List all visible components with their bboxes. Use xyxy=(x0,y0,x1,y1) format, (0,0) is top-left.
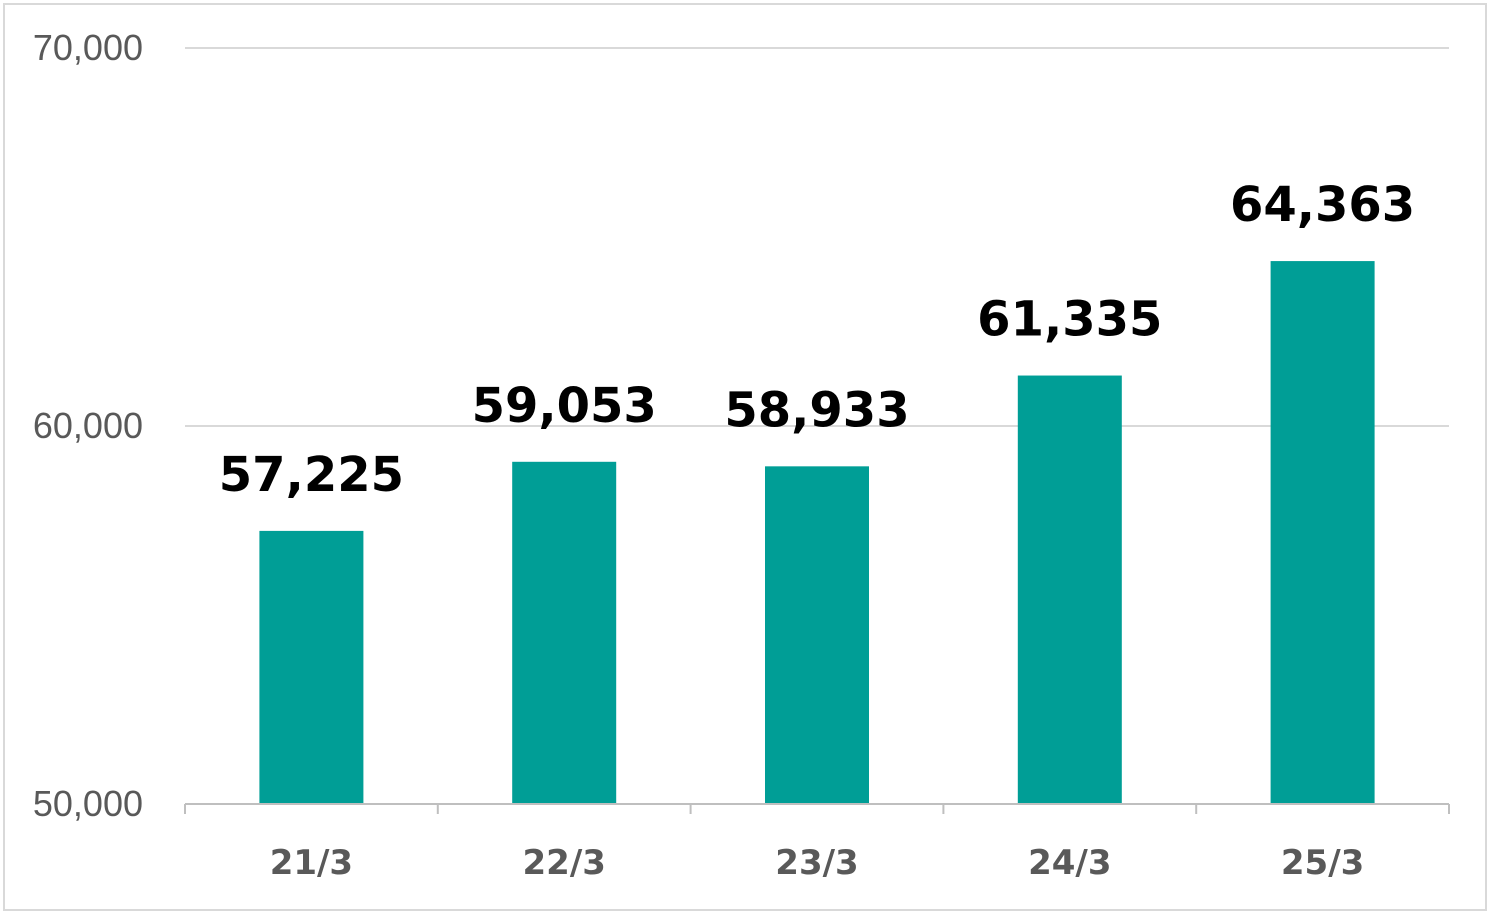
bars xyxy=(259,261,1375,804)
chart-frame xyxy=(3,3,1487,911)
data-label: 57,225 xyxy=(219,447,404,503)
x-axis-labels: 21/3 22/3 23/3 24/3 25/3 xyxy=(270,843,1365,883)
data-label: 64,363 xyxy=(1230,177,1415,233)
y-tick-label: 70,000 xyxy=(33,27,143,68)
bar xyxy=(259,530,364,804)
x-tick-label: 25/3 xyxy=(1281,843,1364,883)
data-label: 59,053 xyxy=(472,378,657,434)
x-axis xyxy=(184,803,1450,814)
x-tick-label: 23/3 xyxy=(775,843,858,883)
x-tick-label: 21/3 xyxy=(270,843,353,883)
bar xyxy=(1017,375,1122,804)
gridlines xyxy=(185,47,1449,427)
y-axis-labels: 50,000 60,000 70,000 xyxy=(33,27,143,824)
data-label: 58,933 xyxy=(724,382,909,438)
x-tick-label: 24/3 xyxy=(1028,843,1111,883)
data-labels: 57,225 59,053 58,933 61,335 64,363 xyxy=(219,177,1415,503)
bar xyxy=(765,466,869,804)
x-tick-label: 22/3 xyxy=(523,843,606,883)
bar xyxy=(1270,261,1375,804)
y-tick-label: 50,000 xyxy=(33,783,143,824)
bar xyxy=(512,461,617,804)
y-tick-label: 60,000 xyxy=(33,405,143,446)
data-label: 61,335 xyxy=(977,292,1162,348)
